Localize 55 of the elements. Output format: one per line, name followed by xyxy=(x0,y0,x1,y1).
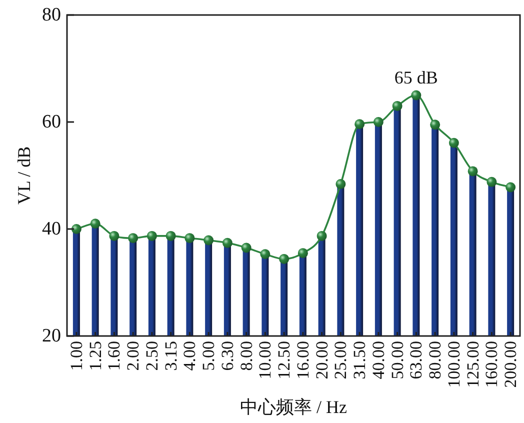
point xyxy=(392,100,402,111)
point xyxy=(486,176,497,187)
x-tick-label: 63.00 xyxy=(406,341,426,380)
x-tick-label: 1.00 xyxy=(66,341,86,371)
x-tick-label: 4.00 xyxy=(180,341,200,371)
x-tick-label: 5.00 xyxy=(199,341,218,371)
x-tick-label: 50.00 xyxy=(388,341,407,380)
x-tick-label: 80.00 xyxy=(426,341,445,380)
x-axis-title: 中心频率 / Hz xyxy=(240,397,347,417)
y-axis-title: VL / dB xyxy=(14,146,34,205)
point xyxy=(354,119,365,130)
point xyxy=(166,230,176,241)
point xyxy=(468,166,478,176)
point xyxy=(90,218,100,229)
x-tick-label: 1.60 xyxy=(104,341,124,371)
x-tick-label: 100.00 xyxy=(444,341,464,388)
point xyxy=(373,117,384,127)
point xyxy=(279,254,290,264)
x-tick-label: 25.00 xyxy=(331,341,350,380)
y-tick-label: 60 xyxy=(42,112,61,132)
x-tick-label: 10.00 xyxy=(256,341,275,380)
point xyxy=(430,120,440,130)
point xyxy=(146,230,157,241)
y-tick-label: 20 xyxy=(42,326,61,346)
x-tick-label: 200.00 xyxy=(501,341,520,388)
x-tick-label: 125.00 xyxy=(463,341,482,388)
x-tick-label: 12.50 xyxy=(274,341,294,380)
point xyxy=(506,182,516,192)
point xyxy=(128,233,138,244)
x-tick-label: 3.15 xyxy=(161,341,180,371)
x-tick-label: 20.00 xyxy=(312,341,332,380)
point xyxy=(260,249,270,260)
x-tick-label: 40.00 xyxy=(368,341,388,380)
point xyxy=(222,238,232,248)
point xyxy=(71,224,82,234)
point xyxy=(448,138,459,148)
point xyxy=(184,233,195,244)
x-tick-label: 6.30 xyxy=(218,341,237,371)
x-tick-label: 8.00 xyxy=(236,341,256,371)
x-tick-label: 16.00 xyxy=(293,341,312,380)
point xyxy=(411,90,422,100)
x-tick-label: 31.50 xyxy=(350,341,370,380)
point xyxy=(316,230,327,241)
point xyxy=(204,235,214,246)
point xyxy=(298,248,308,258)
x-tick-label: 160.00 xyxy=(482,341,502,388)
point xyxy=(109,230,120,241)
annotation: 65 dB xyxy=(394,67,438,88)
x-tick-label: 2.00 xyxy=(124,341,143,371)
y-tick-label: 40 xyxy=(42,218,61,240)
y-tick-label: 80 xyxy=(42,4,61,26)
point xyxy=(241,242,252,253)
x-tick-label: 2.50 xyxy=(142,341,162,371)
point xyxy=(336,179,346,190)
x-tick-label: 1.25 xyxy=(86,341,105,371)
